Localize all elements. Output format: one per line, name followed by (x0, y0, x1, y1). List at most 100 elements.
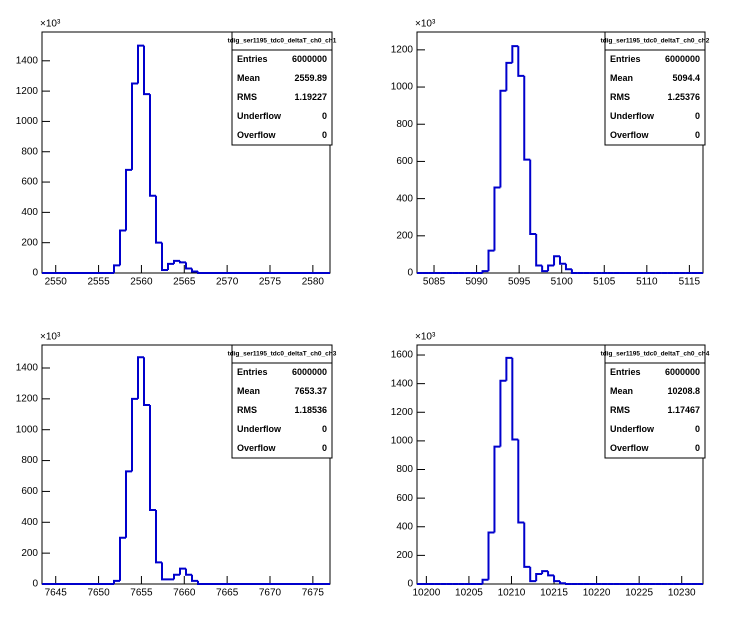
histogram-bin (185, 262, 192, 270)
y-tick-label: 1000 (391, 436, 414, 447)
stats-value: 6000000 (665, 54, 700, 64)
histogram-bin (487, 249, 495, 272)
stats-label: Overflow (237, 443, 277, 453)
histogram-bin (529, 566, 537, 583)
stats-value: 0 (695, 443, 700, 453)
histogram-bin (553, 575, 560, 583)
y-tick-label: 400 (396, 193, 413, 204)
histogram-bin (564, 263, 572, 271)
histogram-bin (137, 356, 144, 399)
stats-value: 0 (322, 130, 327, 140)
histogram-bin (131, 82, 138, 170)
histogram-bin (523, 75, 531, 161)
stats-label: Entries (237, 54, 268, 64)
x-tick-label: 7660 (173, 588, 196, 599)
stats-value: 6000000 (665, 367, 700, 377)
stats-label: Overflow (610, 130, 650, 140)
stats-title: tdig_ser1195_tdc0_deltaT_ch0_ch2 (601, 38, 710, 45)
histogram-bin (481, 270, 489, 273)
y-tick-label: 600 (21, 486, 38, 497)
stats-value: 0 (322, 111, 327, 121)
stats-label: Mean (610, 73, 633, 83)
histogram-bin (161, 562, 168, 581)
stats-title: tdig_ser1195_tdc0_deltaT_ch0_ch4 (601, 351, 710, 358)
plot-frame (416, 31, 704, 274)
histogram-bin (173, 259, 180, 264)
stats-label: Entries (237, 367, 268, 377)
stats-value: 6000000 (292, 54, 327, 64)
histogram-bin (131, 397, 138, 472)
stats-label: RMS (237, 92, 257, 102)
x-tick-label: 5105 (593, 277, 616, 288)
histogram-bin (119, 229, 126, 266)
stats-label: Entries (610, 367, 641, 377)
histogram-bin (149, 94, 156, 197)
y-tick-label: 400 (21, 207, 38, 218)
y-multiplier: ×10³ (40, 332, 61, 343)
histogram-bin (125, 168, 132, 231)
histogram-bin (523, 522, 531, 568)
y-tick-label: 1200 (16, 86, 39, 97)
stats-value: 0 (322, 443, 327, 453)
x-tick-label: 5115 (679, 277, 701, 288)
y-tick-label: 1400 (16, 55, 39, 66)
x-tick-label: 5110 (636, 277, 658, 288)
histogram-bin (487, 531, 495, 580)
histogram-bin (547, 571, 555, 577)
stats-label: Underflow (237, 424, 282, 434)
stats-value: 5094.4 (672, 73, 700, 83)
histogram-bin (529, 159, 537, 235)
histogram-bin (541, 570, 549, 574)
stats-value: 7653.37 (294, 386, 327, 396)
x-tick-label: 2550 (45, 277, 68, 288)
stats-frame (231, 31, 333, 146)
histogram-bin (143, 357, 150, 407)
y-tick-label: 400 (21, 517, 38, 528)
x-tick-label: 5085 (423, 277, 446, 288)
histogram-bin (179, 260, 186, 264)
histogram-bin (511, 357, 519, 441)
x-tick-label: 10205 (455, 588, 483, 599)
y-tick-label: 600 (21, 177, 38, 188)
stats-label: RMS (610, 92, 630, 102)
plot-frame (41, 344, 331, 585)
stats-frame (604, 344, 706, 459)
x-tick-label: 5100 (551, 277, 574, 288)
histogram-bin (517, 439, 525, 524)
y-tick-label: 600 (396, 156, 413, 167)
x-tick-label: 2575 (259, 277, 282, 288)
histogram-bin (197, 271, 204, 274)
histogram-bin (167, 262, 174, 270)
stats-label: Mean (610, 386, 633, 396)
histogram-bin (505, 356, 513, 381)
stats-value: 2559.89 (294, 73, 327, 83)
stats-box: tdig_ser1195_tdc0_deltaT_ch0_ch2 Entries 6… (601, 31, 710, 146)
stats-label: Entries (610, 54, 641, 64)
stats-value: 0 (322, 424, 327, 434)
y-tick-label: 0 (407, 579, 413, 590)
stats-value: 6000000 (292, 367, 327, 377)
histogram-bin (185, 568, 192, 576)
x-tick-label: 5090 (465, 277, 488, 288)
histogram-bin (119, 536, 126, 581)
x-tick-label: 10210 (498, 588, 526, 599)
stats-value: 0 (695, 111, 700, 121)
x-tick-label: 5095 (508, 277, 531, 288)
histogram-bin (149, 405, 156, 511)
y-tick-label: 1200 (16, 393, 39, 404)
stats-value: 1.18536 (294, 405, 327, 415)
histogram-bin (535, 233, 543, 267)
stats-label: Mean (237, 73, 260, 83)
x-tick-label: 7655 (130, 588, 153, 599)
stats-frame (231, 344, 333, 459)
histogram-bin (499, 379, 507, 447)
y-multiplier: ×10³ (415, 19, 436, 30)
y-tick-label: 800 (396, 464, 413, 475)
histogram-bin (535, 572, 543, 582)
histogram-bin (505, 61, 513, 91)
y-multiplier: ×10³ (40, 19, 61, 30)
histogram-bin (511, 45, 519, 63)
stats-label: Mean (237, 386, 260, 396)
x-tick-label: 7650 (87, 588, 110, 599)
stats-label: RMS (237, 405, 257, 415)
